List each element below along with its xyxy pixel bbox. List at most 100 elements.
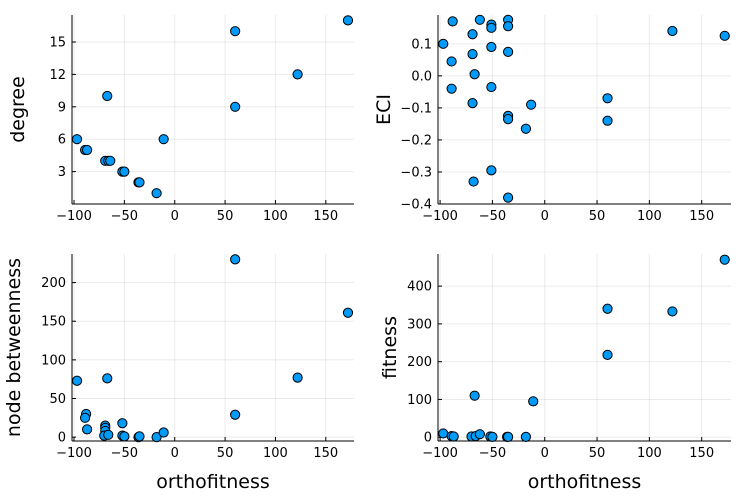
data-point (117, 418, 128, 429)
panel-degree: −100 −50 0 50 100 150 3 6 9 12 15 degree (7, 15, 354, 224)
data-point (447, 16, 458, 27)
data-point (102, 373, 113, 384)
data-point (503, 114, 514, 125)
data-point (486, 165, 497, 176)
data-point (230, 26, 241, 37)
data-point (667, 25, 678, 37)
y-tick-label: −0.1 (400, 101, 432, 116)
y-tick-label: 200 (41, 276, 66, 291)
data-point (503, 21, 514, 32)
data-point (230, 101, 241, 112)
y-tick-label: −0.3 (400, 165, 432, 180)
data-point (602, 93, 613, 104)
data-point (467, 48, 478, 60)
data-point (526, 99, 537, 110)
y-axis-title: degree (7, 76, 29, 143)
data-point (602, 349, 613, 360)
x-tick-label: 0 (541, 446, 549, 461)
x-tick-label: 150 (689, 446, 714, 461)
data-point (151, 432, 162, 443)
data-point (292, 372, 303, 383)
x-tick-label: 100 (263, 209, 288, 224)
data-point (486, 81, 497, 93)
x-tick-label: −100 (56, 446, 92, 461)
x-tick-label: 0 (171, 209, 179, 224)
data-point (446, 83, 457, 94)
data-point (82, 144, 93, 156)
x-tick-label: 100 (637, 446, 662, 461)
data-point (119, 166, 130, 177)
panel-eci: −100 −50 0 50 100 150 −0.4 −0.3 −0.2 −0.1 0.0 0.1 EC… (373, 14, 731, 224)
data-point (520, 123, 532, 134)
x-tick-label: 50 (217, 209, 234, 224)
x-tick-label: 50 (589, 446, 606, 461)
y-tick-label: 50 (49, 392, 66, 407)
data-point (438, 38, 449, 49)
y-axis-title: ECI (373, 94, 395, 125)
data-point (469, 69, 480, 80)
data-point (82, 424, 93, 435)
data-point (602, 115, 613, 126)
y-tick-label: 9 (58, 100, 66, 115)
data-point (71, 375, 83, 386)
y-tick-label: 0.1 (411, 37, 432, 52)
x-tick-label: −50 (479, 209, 506, 224)
data-point (102, 90, 113, 102)
x-tick-label: −100 (422, 446, 458, 461)
data-point (446, 56, 457, 67)
y-tick-label: −0.2 (400, 133, 432, 148)
data-point (467, 29, 478, 40)
x-tick-label: 50 (589, 209, 606, 224)
data-point (119, 431, 130, 442)
x-tick-label: −50 (111, 209, 138, 224)
y-tick-label: 0 (58, 431, 66, 446)
data-point (448, 431, 459, 442)
y-tick-label: 12 (49, 68, 66, 83)
data-point (520, 431, 532, 442)
x-tick-label: −50 (111, 446, 138, 461)
x-tick-label: 100 (637, 209, 662, 224)
data-point (503, 192, 514, 203)
y-axis-title: fitness (379, 316, 401, 379)
y-tick-label: −0.4 (400, 198, 432, 213)
data-point (486, 41, 497, 53)
data-point (474, 14, 485, 25)
y-tick-label: 15 (49, 36, 66, 51)
data-point (158, 134, 169, 145)
data-point (230, 409, 241, 420)
x-axis-title: orthofitness (156, 471, 270, 493)
data-point (667, 306, 678, 317)
data-point (103, 429, 114, 440)
data-point (134, 431, 145, 442)
y-tick-label: 6 (58, 133, 66, 148)
data-point (79, 412, 91, 423)
x-tick-label: 100 (263, 446, 288, 461)
data-point (151, 188, 162, 199)
y-tick-label: 3 (58, 165, 66, 180)
x-tick-label: 150 (313, 446, 338, 461)
y-tick-label: 0.0 (411, 69, 432, 84)
y-tick-label: 150 (41, 315, 66, 330)
data-point (486, 22, 497, 33)
x-tick-label: 150 (689, 209, 714, 224)
data-point (487, 431, 498, 442)
y-tick-label: 100 (41, 353, 66, 368)
data-point (468, 176, 479, 187)
data-point (528, 396, 539, 407)
data-point (292, 69, 303, 80)
data-point (71, 134, 83, 145)
x-axis-title: orthofitness (528, 471, 642, 493)
x-tick-label: −100 (56, 209, 92, 224)
x-tick-label: 50 (217, 446, 234, 461)
x-tick-label: 150 (313, 209, 338, 224)
x-tick-label: 0 (171, 446, 179, 461)
x-tick-label: −50 (479, 446, 506, 461)
data-point (719, 30, 730, 41)
data-point (342, 15, 354, 26)
y-tick-label: 0 (424, 431, 432, 446)
data-point (719, 254, 730, 265)
data-point (474, 429, 485, 440)
data-point (230, 254, 241, 265)
data-point (503, 431, 514, 442)
